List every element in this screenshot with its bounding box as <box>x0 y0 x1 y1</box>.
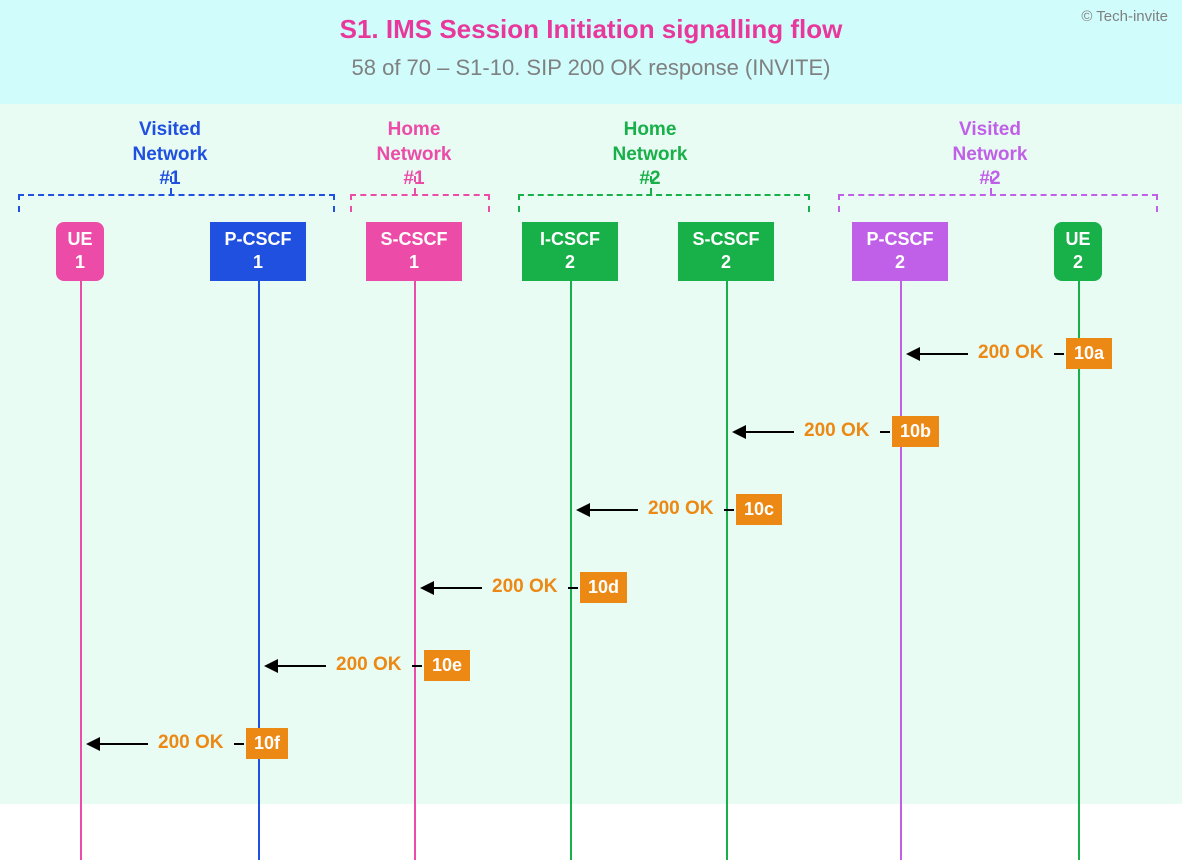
message-label: 200 OK <box>804 420 869 442</box>
network-bracket <box>18 194 335 212</box>
arrow-head-icon <box>264 659 278 673</box>
network-bracket <box>838 194 1158 212</box>
bracket-stem <box>650 176 652 194</box>
arrow-shaft <box>278 665 326 667</box>
node-pcscf2: P-CSCF2 <box>852 222 948 281</box>
tick <box>568 587 578 589</box>
diagram-canvas: © Tech-invite S1. IMS Session Initiation… <box>0 0 1182 804</box>
arrow-shaft <box>100 743 148 745</box>
tick <box>880 431 890 433</box>
message-badge: 10d <box>580 572 627 603</box>
message-label: 200 OK <box>492 576 557 598</box>
arrow-head-icon <box>732 425 746 439</box>
message-10a: 200 OK 10a <box>0 340 1182 368</box>
message-10f: 200 OK 10f <box>0 730 1182 758</box>
diagram-title: S1. IMS Session Initiation signalling fl… <box>0 0 1182 45</box>
arrow-head-icon <box>86 737 100 751</box>
message-label: 200 OK <box>336 654 401 676</box>
node-scscf2: S-CSCF2 <box>678 222 774 281</box>
arrow-head-icon <box>906 347 920 361</box>
arrow-head-icon <box>576 503 590 517</box>
arrow-head-icon <box>420 581 434 595</box>
message-badge: 10f <box>246 728 288 759</box>
tick <box>1054 353 1064 355</box>
message-10e: 200 OK 10e <box>0 652 1182 680</box>
network-bracket <box>350 194 490 212</box>
header-band: © Tech-invite S1. IMS Session Initiation… <box>0 0 1182 104</box>
network-bracket <box>518 194 810 212</box>
message-badge: 10c <box>736 494 782 525</box>
arrow-shaft <box>434 587 482 589</box>
node-ue1: UE1 <box>56 222 104 281</box>
tick <box>724 509 734 511</box>
message-badge: 10a <box>1066 338 1112 369</box>
bracket-stem <box>990 176 992 194</box>
message-label: 200 OK <box>978 342 1043 364</box>
copyright-text: © Tech-invite <box>1081 8 1168 25</box>
message-badge: 10b <box>892 416 939 447</box>
node-ue2: UE2 <box>1054 222 1102 281</box>
arrow-shaft <box>590 509 638 511</box>
node-scscf1: S-CSCF1 <box>366 222 462 281</box>
body-band: VisitedNetwork#1HomeNetwork#1HomeNetwork… <box>0 104 1182 804</box>
diagram-subtitle: 58 of 70 – S1-10. SIP 200 OK response (I… <box>0 45 1182 81</box>
node-icscf2: I-CSCF2 <box>522 222 618 281</box>
node-pcscf1: P-CSCF1 <box>210 222 306 281</box>
tick <box>234 743 244 745</box>
message-10c: 200 OK 10c <box>0 496 1182 524</box>
message-label: 200 OK <box>648 498 713 520</box>
arrow-shaft <box>920 353 968 355</box>
message-10d: 200 OK 10d <box>0 574 1182 602</box>
message-badge: 10e <box>424 650 470 681</box>
tick <box>412 665 422 667</box>
message-label: 200 OK <box>158 732 223 754</box>
bracket-stem <box>414 176 416 194</box>
message-10b: 200 OK 10b <box>0 418 1182 446</box>
arrow-shaft <box>746 431 794 433</box>
bracket-stem <box>170 176 172 194</box>
